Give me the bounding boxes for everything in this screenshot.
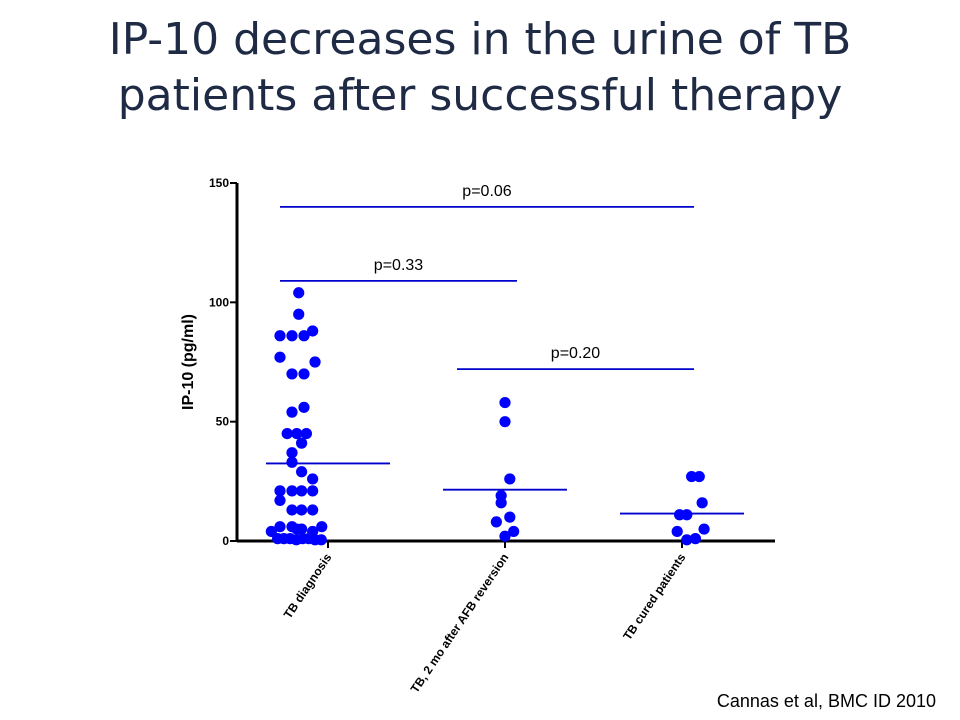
- data-point: [316, 521, 328, 533]
- data-point: [274, 351, 286, 363]
- data-point: [499, 416, 511, 428]
- y-tick-label: 100: [209, 295, 229, 309]
- data-point: [274, 330, 286, 342]
- data-point: [281, 428, 293, 440]
- data-point: [286, 330, 298, 342]
- data-point: [696, 497, 708, 509]
- data-point: [315, 534, 327, 546]
- x-tick-label: TB diagnosis: [281, 551, 335, 622]
- p-value-label: p=0.06: [462, 183, 511, 200]
- data-point: [504, 511, 516, 523]
- citation: Cannas et al, BMC ID 2010: [716, 691, 936, 711]
- data-point: [309, 356, 321, 368]
- data-point: [298, 401, 310, 413]
- slide-title-line-2: patients after successful therapy: [117, 70, 843, 121]
- data-point: [490, 516, 502, 528]
- x-tick-label: TB cured patients: [620, 551, 688, 643]
- data-point: [286, 485, 298, 497]
- y-tick-label: 50: [216, 415, 230, 429]
- slide-title: IP-10 decreases in the urine of TB patie…: [0, 12, 960, 124]
- data-point: [689, 533, 702, 545]
- data-point: [274, 485, 286, 497]
- data-point: [298, 330, 310, 342]
- data-point: [693, 470, 705, 483]
- p-value-label: p=0.20: [551, 345, 600, 362]
- y-tick-label: 150: [209, 176, 229, 190]
- data-point: [307, 473, 319, 485]
- data-point: [499, 530, 511, 542]
- data-point: [274, 494, 286, 507]
- y-tick-label: 0: [222, 534, 229, 548]
- data-point: [286, 504, 298, 516]
- slide-title-line-1: IP-10 decreases in the urine of TB: [108, 14, 852, 65]
- data-point: [296, 523, 308, 535]
- data-point: [698, 523, 710, 535]
- data-point: [495, 497, 507, 509]
- data-point: [307, 504, 319, 516]
- data-point: [686, 470, 698, 483]
- data-point: [298, 368, 310, 380]
- data-point: [293, 287, 305, 299]
- data-point: [307, 485, 319, 497]
- data-point: [286, 447, 298, 459]
- data-point: [293, 308, 305, 320]
- data-point: [291, 428, 303, 440]
- data-point: [296, 504, 308, 516]
- data-point: [296, 437, 308, 449]
- data-point: [296, 466, 308, 478]
- data-point: [300, 428, 312, 440]
- data-point: [671, 525, 683, 538]
- data-point: [286, 456, 298, 468]
- data-point: [307, 325, 319, 337]
- data-point: [681, 534, 693, 546]
- data-point: [508, 525, 520, 538]
- data-point: [504, 473, 516, 485]
- data-point: [286, 406, 298, 418]
- x-tick-label: TB, 2 mo after AFB reversion: [408, 551, 512, 696]
- data-point: [286, 368, 298, 380]
- y-axis-label: IP-10 (pg/ml): [180, 314, 197, 410]
- data-point: [296, 485, 308, 497]
- data-point: [274, 521, 286, 533]
- p-value-label: p=0.33: [374, 257, 423, 274]
- data-point: [499, 396, 511, 409]
- data-point: [681, 509, 693, 521]
